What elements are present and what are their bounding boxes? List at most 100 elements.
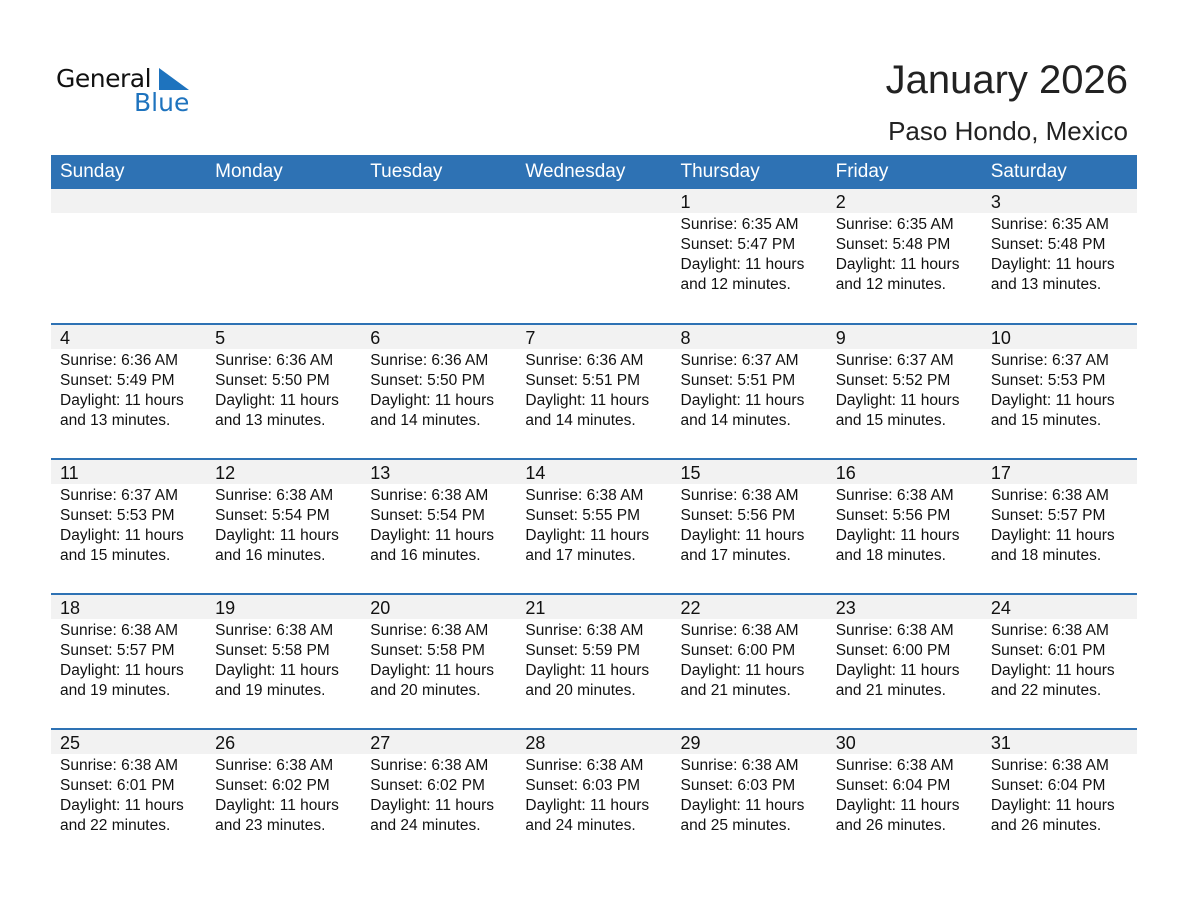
day-number: 29 xyxy=(680,733,701,753)
day-cell: 3 Sunrise: 6:35 AM Sunset: 5:48 PM Daylight… xyxy=(982,189,1137,319)
daylight-minutes-text: and 17 minutes. xyxy=(525,547,636,564)
daylight-minutes-text: and 19 minutes. xyxy=(215,682,326,699)
sunrise-text: Sunrise: 6:38 AM xyxy=(525,622,644,639)
daylight-minutes-text: and 21 minutes. xyxy=(835,682,946,699)
sunset-text: Sunset: 5:48 PM xyxy=(990,236,1106,253)
sunrise-text: Sunrise: 6:38 AM xyxy=(680,622,799,639)
day-number: 17 xyxy=(990,463,1011,483)
daylight-text: Daylight: 11 hours xyxy=(680,527,805,544)
sunrise-text: Sunrise: 6:38 AM xyxy=(60,622,179,639)
day-cell: 4 Sunrise: 6:36 AM Sunset: 5:49 PM Daylight… xyxy=(51,325,206,455)
daylight-minutes-text: and 25 minutes. xyxy=(680,817,791,834)
day-number: 7 xyxy=(525,328,536,348)
daylight-text: Daylight: 11 hours xyxy=(680,662,805,679)
sunset-text: Sunset: 6:03 PM xyxy=(680,777,796,794)
daylight-minutes-text: and 24 minutes. xyxy=(370,817,481,834)
daylight-minutes-text: and 14 minutes. xyxy=(525,412,636,429)
sunset-text: Sunset: 5:58 PM xyxy=(215,642,330,659)
weekday-monday: Monday xyxy=(215,161,283,182)
sunrise-text: Sunrise: 6:38 AM xyxy=(680,487,799,504)
day-number: 5 xyxy=(215,328,226,348)
day-number: 21 xyxy=(525,598,546,618)
day-cell: 7 Sunrise: 6:36 AM Sunset: 5:51 PM Daylight… xyxy=(516,325,671,455)
day-cell: 27 Sunrise: 6:38 AM Sunset: 6:02 PM Dayligh… xyxy=(361,730,516,860)
day-cell: 30 Sunrise: 6:38 AM Sunset: 6:04 PM Dayligh… xyxy=(827,730,982,860)
daylight-text: Daylight: 11 hours xyxy=(60,392,184,409)
daylight-text: Daylight: 11 hours xyxy=(990,797,1115,814)
sunset-text: Sunset: 5:53 PM xyxy=(990,372,1106,389)
day-number: 11 xyxy=(60,463,79,483)
weekday-wednesday: Wednesday xyxy=(525,161,626,182)
daylight-minutes-text: and 13 minutes. xyxy=(215,412,326,429)
sunset-text: Sunset: 5:56 PM xyxy=(680,507,796,524)
daylight-text: Daylight: 11 hours xyxy=(370,392,495,409)
day-cell: 24 Sunrise: 6:38 AM Sunset: 6:01 PM Dayligh… xyxy=(982,595,1137,725)
day-number: 3 xyxy=(990,192,1001,212)
daylight-minutes-text: and 26 minutes. xyxy=(990,817,1102,834)
sunrise-text: Sunrise: 6:35 AM xyxy=(680,216,799,233)
day-number: 6 xyxy=(370,328,381,348)
sunrise-text: Sunrise: 6:38 AM xyxy=(990,487,1109,504)
day-cell: 23 Sunrise: 6:38 AM Sunset: 6:00 PM Dayligh… xyxy=(827,595,982,725)
sunset-text: Sunset: 5:54 PM xyxy=(215,507,330,524)
sunset-text: Sunset: 5:51 PM xyxy=(525,372,640,389)
day-cell: 2 Sunrise: 6:35 AM Sunset: 5:48 PM Daylight… xyxy=(827,189,982,319)
day-cell: 12 Sunrise: 6:38 AM Sunset: 5:54 PM Dayligh… xyxy=(206,460,361,590)
daylight-minutes-text: and 18 minutes. xyxy=(990,547,1102,564)
date-strip xyxy=(51,325,1137,349)
day-cell: 15 Sunrise: 6:38 AM Sunset: 5:56 PM Dayligh… xyxy=(672,460,827,590)
sunrise-text: Sunrise: 6:38 AM xyxy=(370,757,489,774)
daylight-minutes-text: and 16 minutes. xyxy=(215,547,326,564)
daylight-text: Daylight: 11 hours xyxy=(525,662,650,679)
sunset-text: Sunset: 5:49 PM xyxy=(60,372,175,389)
daylight-text: Daylight: 11 hours xyxy=(835,256,960,273)
daylight-text: Daylight: 11 hours xyxy=(680,256,805,273)
day-cell: 10 Sunrise: 6:37 AM Sunset: 5:53 PM Dayligh… xyxy=(982,325,1137,455)
sunset-text: Sunset: 5:59 PM xyxy=(525,642,640,659)
daylight-minutes-text: and 18 minutes. xyxy=(835,547,946,564)
sunset-text: Sunset: 5:51 PM xyxy=(680,372,796,389)
daylight-text: Daylight: 11 hours xyxy=(370,662,495,679)
day-cell: 19 Sunrise: 6:38 AM Sunset: 5:58 PM Dayligh… xyxy=(206,595,361,725)
sunset-text: Sunset: 6:00 PM xyxy=(680,642,796,659)
day-number: 2 xyxy=(835,192,846,212)
sunrise-text: Sunrise: 6:38 AM xyxy=(835,487,954,504)
daylight-minutes-text: and 21 minutes. xyxy=(680,682,791,699)
sunset-text: Sunset: 6:01 PM xyxy=(60,777,175,794)
daylight-text: Daylight: 11 hours xyxy=(835,662,960,679)
daylight-text: Daylight: 11 hours xyxy=(60,662,184,679)
day-cell: 17 Sunrise: 6:38 AM Sunset: 5:57 PM Dayligh… xyxy=(982,460,1137,590)
day-cell: 29 Sunrise: 6:38 AM Sunset: 6:03 PM Dayligh… xyxy=(672,730,827,860)
day-number: 22 xyxy=(680,598,701,618)
sunrise-text: Sunrise: 6:37 AM xyxy=(680,352,799,369)
sunrise-text: Sunrise: 6:38 AM xyxy=(990,757,1109,774)
day-number: 8 xyxy=(680,328,691,348)
date-strip xyxy=(51,460,1137,484)
day-cell: 13 Sunrise: 6:38 AM Sunset: 5:54 PM Dayligh… xyxy=(361,460,516,590)
sunset-text: Sunset: 5:50 PM xyxy=(370,372,485,389)
day-number: 26 xyxy=(215,733,236,753)
daylight-text: Daylight: 11 hours xyxy=(525,527,650,544)
daylight-text: Daylight: 11 hours xyxy=(215,392,339,409)
daylight-minutes-text: and 23 minutes. xyxy=(215,817,326,834)
sunset-text: Sunset: 6:04 PM xyxy=(990,777,1106,794)
day-number: 9 xyxy=(835,328,846,348)
daylight-minutes-text: and 15 minutes. xyxy=(835,412,946,429)
logo-text-blue: Blue xyxy=(134,88,190,117)
sunset-text: Sunset: 6:00 PM xyxy=(835,642,951,659)
daylight-minutes-text: and 22 minutes. xyxy=(990,682,1102,699)
daylight-minutes-text: and 14 minutes. xyxy=(370,412,481,429)
daylight-minutes-text: and 12 minutes. xyxy=(680,276,791,293)
daylight-minutes-text: and 22 minutes. xyxy=(60,817,171,834)
date-strip xyxy=(51,730,1137,754)
sunset-text: Sunset: 6:01 PM xyxy=(990,642,1106,659)
day-number: 14 xyxy=(525,463,546,483)
day-number: 31 xyxy=(990,733,1011,753)
sunrise-text: Sunrise: 6:37 AM xyxy=(835,352,954,369)
sunset-text: Sunset: 5:50 PM xyxy=(215,372,330,389)
sunrise-text: Sunrise: 6:36 AM xyxy=(370,352,489,369)
sunset-text: Sunset: 5:56 PM xyxy=(835,507,951,524)
day-cell: 28 Sunrise: 6:38 AM Sunset: 6:03 PM Dayligh… xyxy=(516,730,671,860)
sunset-text: Sunset: 6:02 PM xyxy=(215,777,330,794)
